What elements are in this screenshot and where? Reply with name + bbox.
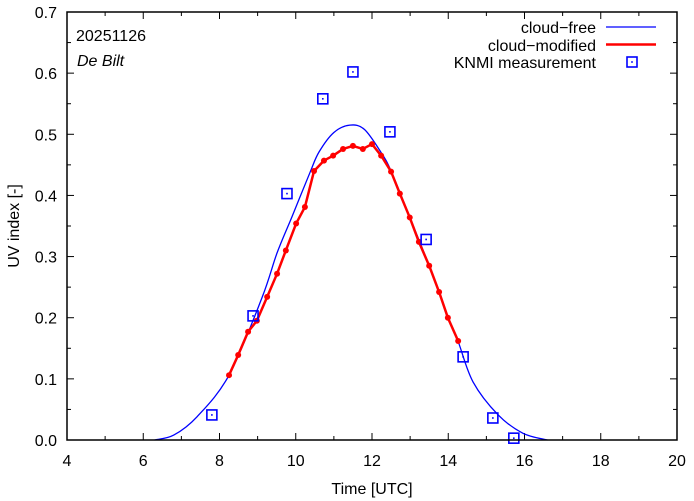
cloud-modified-point [330, 152, 337, 159]
x-tick-label: 10 [287, 453, 305, 470]
x-tick-label: 8 [215, 453, 224, 470]
cloud-modified-point [226, 372, 233, 379]
knmi-measurement-point [247, 310, 259, 322]
legend-entry-knmi-measurement: KNMI measurement [454, 55, 638, 72]
legend-label-cloud-modified: cloud−modified [488, 38, 596, 55]
cloud-modified-point [396, 190, 403, 197]
cloud-modified-point [340, 145, 347, 152]
y-tick-label: 0.6 [35, 66, 57, 83]
date-label: 20251126 [76, 28, 146, 45]
x-tick-label: 20 [668, 453, 686, 470]
legend-marker-knmi [626, 56, 638, 68]
y-tick-label: 0.4 [35, 188, 57, 205]
y-axis-label: UV index [-] [6, 184, 23, 268]
x-tick-label: 14 [439, 453, 457, 470]
y-tick-label: 0.1 [35, 372, 57, 389]
knmi-measurement-point [317, 93, 329, 105]
knmi-measurement-point [508, 432, 520, 444]
cloud-modified-point [301, 204, 308, 211]
cloud-modified-point [264, 293, 271, 300]
legend-entry-cloud-free: cloud−free [521, 20, 656, 37]
cloud-modified-point [444, 314, 451, 321]
knmi-measurement-point [487, 412, 499, 424]
legend-entry-cloud-modified: cloud−modified [488, 38, 656, 55]
cloud-modified-line [227, 142, 460, 376]
cloud-modified-point [359, 145, 366, 152]
x-tick-label: 6 [139, 453, 148, 470]
y-tick-label: 0.2 [35, 311, 57, 328]
knmi-measurement-point [420, 233, 432, 246]
cloud-modified-point [282, 247, 289, 254]
legend: cloud−free cloud−modified KNMI measureme… [454, 20, 656, 72]
legend-label-cloud-free: cloud−free [521, 20, 596, 37]
y-tick-label: 0.0 [35, 433, 57, 450]
knmi-measurement-point [457, 351, 469, 363]
cloud-modified-point [320, 157, 327, 164]
cloud-modified-point [406, 214, 413, 221]
x-tick-label: 4 [63, 453, 72, 470]
series-layer [154, 66, 548, 444]
cloud-modified-point [388, 168, 395, 175]
knmi-measurement-point [347, 66, 359, 78]
cloud-modified-point [235, 352, 242, 359]
y-tick-label: 0.3 [35, 250, 57, 267]
cloud-modified-point [378, 152, 385, 159]
cloud-modified-point [274, 270, 281, 277]
location-label: De Bilt [77, 53, 125, 70]
cloud-modified-point [293, 220, 300, 227]
x-axis-ticks: 4 6 8 10 12 14 16 18 20 [63, 12, 686, 470]
cloud-modified-point [436, 289, 443, 296]
legend-swatch-knmi-measurement [626, 56, 638, 68]
knmi-measurement-point [281, 187, 293, 200]
cloud-modified-point [349, 142, 356, 149]
y-tick-label: 0.7 [35, 5, 57, 22]
x-axis-label: Time [UTC] [331, 481, 412, 498]
cloud-modified-point [455, 337, 462, 344]
cloud-modified-point [369, 141, 375, 148]
plot-frame [66, 11, 678, 441]
knmi-measurement-point [206, 409, 218, 421]
cloud-modified-point [311, 167, 318, 174]
x-tick-label: 12 [363, 453, 381, 470]
cloud-modified-point [426, 262, 433, 269]
y-tick-label: 0.5 [35, 127, 57, 144]
x-tick-label: 18 [592, 453, 610, 470]
knmi-measurement-point [384, 126, 396, 138]
x-tick-label: 16 [516, 453, 534, 470]
legend-label-knmi-measurement: KNMI measurement [454, 55, 597, 72]
cloud-modified-point [245, 328, 252, 335]
cloud-free-line [154, 124, 548, 441]
y-axis-ticks: 0.0 0.1 0.2 0.3 0.4 0.5 0.6 0.7 [35, 5, 677, 450]
